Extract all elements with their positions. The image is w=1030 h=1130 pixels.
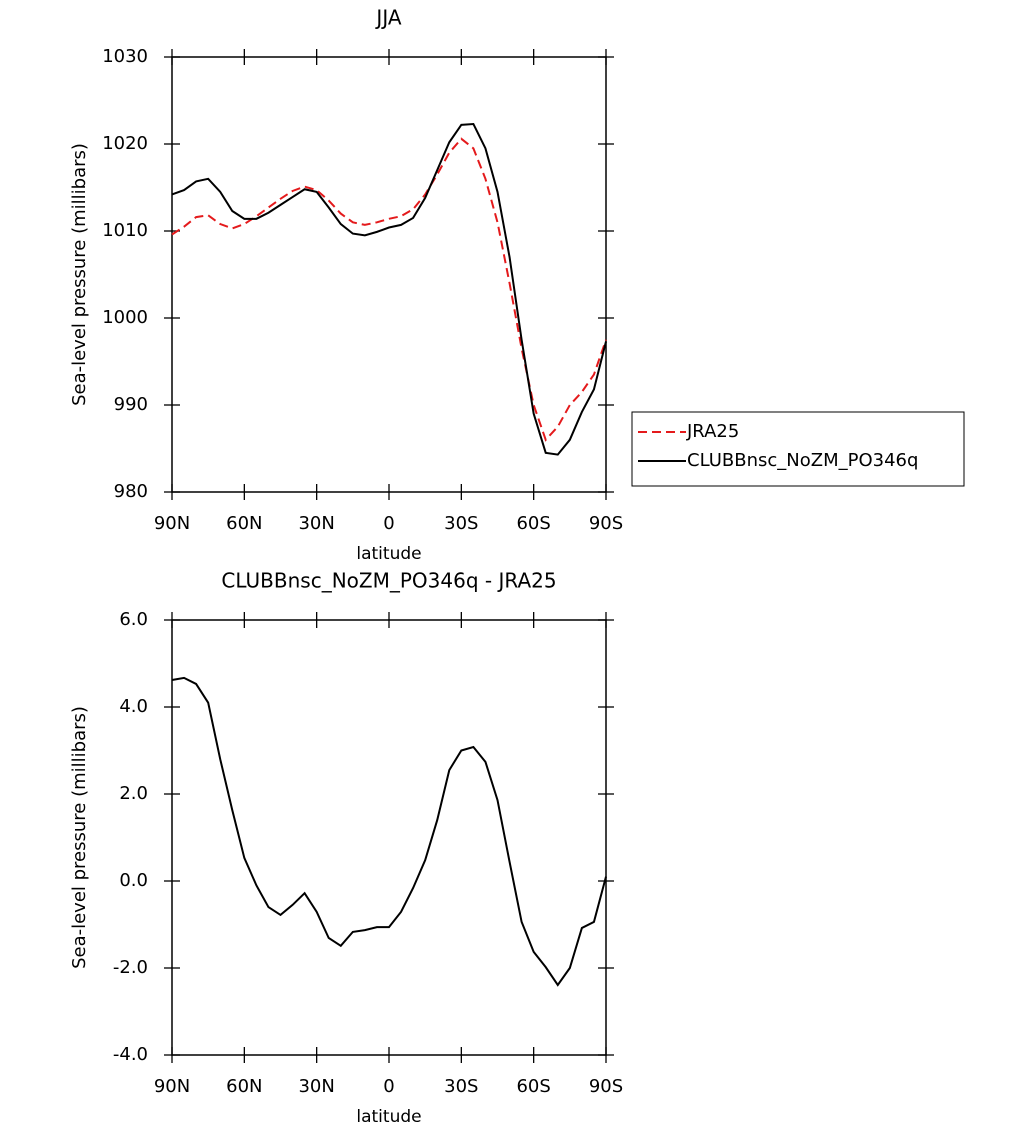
x-tick-label: 30S [444, 513, 478, 534]
x-tick-label: 90S [589, 1076, 623, 1097]
series-line [171, 137, 607, 442]
y-axis-label: Sea-level pressure (millibars) [69, 143, 90, 406]
x-tick-label: 30S [444, 1076, 478, 1097]
y-tick-label: 990 [114, 394, 148, 415]
series-line [171, 122, 607, 456]
y-tick-label: 6.0 [119, 609, 148, 630]
x-tick-label: 90N [154, 513, 190, 534]
x-tick-label: 30N [298, 1076, 334, 1097]
x-axis-label: latitude [356, 544, 421, 564]
chart-title: CLUBBnsc_NoZM_PO346q - JRA25 [221, 569, 556, 593]
legend-label: JRA25 [686, 421, 739, 442]
y-tick-label: 1000 [102, 307, 148, 328]
y-tick-label: -4.0 [113, 1044, 148, 1065]
x-tick-label: 90N [154, 1076, 190, 1097]
y-tick-label: -2.0 [113, 957, 148, 978]
y-tick-label: 1010 [102, 220, 148, 241]
x-tick-label: 60S [516, 1076, 550, 1097]
y-tick-label: 0.0 [119, 870, 148, 891]
legend-label: CLUBBnsc_NoZM_PO346q [687, 450, 918, 471]
y-tick-label: 4.0 [119, 696, 148, 717]
series-line [171, 676, 607, 987]
x-tick-label: 0 [383, 1076, 394, 1097]
plot-frame [171, 619, 607, 1056]
y-tick-label: 1030 [102, 46, 148, 67]
y-tick-label: 2.0 [119, 783, 148, 804]
y-tick-label: 1020 [102, 133, 148, 154]
x-tick-label: 90S [589, 513, 623, 534]
x-tick-label: 60N [226, 1076, 262, 1097]
x-tick-label: 60N [226, 513, 262, 534]
y-axis-label: Sea-level pressure (millibars) [69, 706, 90, 969]
legend-box [631, 411, 965, 487]
x-tick-label: 0 [383, 513, 394, 534]
x-axis-label: latitude [356, 1107, 421, 1127]
y-tick-label: 980 [114, 481, 148, 502]
x-tick-label: 60S [516, 513, 550, 534]
x-tick-label: 30N [298, 513, 334, 534]
chart-title: JJA [374, 6, 401, 30]
